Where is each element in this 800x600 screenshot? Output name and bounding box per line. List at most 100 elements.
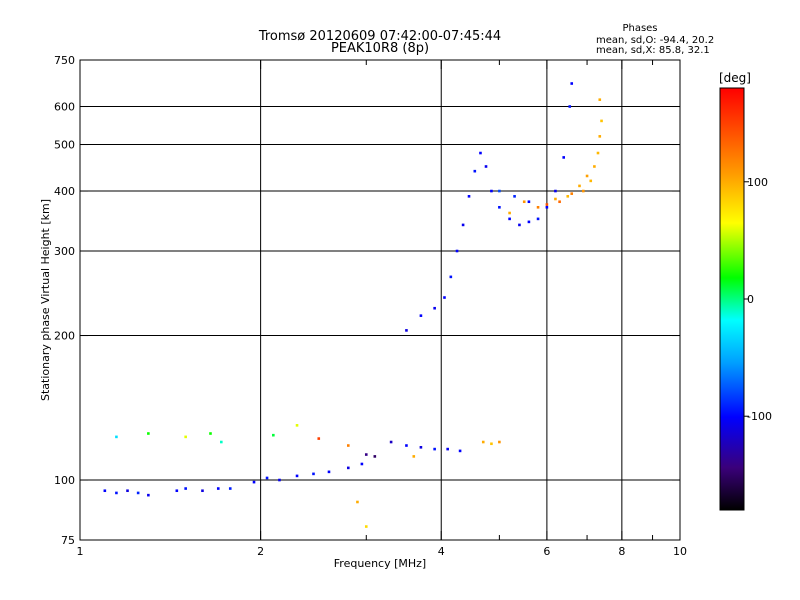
- data-point: [593, 165, 596, 168]
- data-point: [184, 435, 187, 439]
- x-tick-label: 10: [673, 545, 687, 558]
- stats-x: mean, sd,X: 85.8, 32.1: [596, 45, 710, 56]
- x-tick-label: 4: [438, 545, 445, 558]
- data-point: [473, 169, 477, 173]
- data-point: [596, 151, 600, 155]
- data-point: [467, 195, 471, 198]
- y-tick-label: 100: [54, 474, 75, 487]
- data-point: [479, 151, 482, 155]
- data-point: [481, 440, 485, 444]
- data-point: [527, 200, 531, 204]
- data-point: [484, 165, 488, 168]
- data-point: [522, 200, 526, 204]
- y-tick-label: 750: [54, 54, 75, 67]
- data-point: [126, 489, 129, 493]
- data-point: [558, 200, 561, 204]
- data-point: [446, 447, 449, 451]
- data-point: [373, 455, 377, 458]
- y-axis-label: Stationary phase Virtual Height [km]: [39, 199, 52, 401]
- colorbar: [719, 87, 745, 511]
- data-point: [568, 105, 572, 108]
- data-point: [582, 189, 585, 193]
- data-point: [498, 189, 501, 193]
- data-point: [115, 435, 118, 439]
- data-point: [490, 189, 493, 193]
- x-tick-label: 6: [543, 545, 550, 558]
- data-point: [265, 476, 269, 480]
- data-point: [554, 189, 557, 193]
- colorbar-tick-label: 100: [747, 176, 768, 189]
- data-point: [419, 446, 423, 449]
- data-point: [578, 184, 581, 188]
- x-axis-label: Frequency [MHz]: [334, 557, 426, 570]
- y-tick-label: 75: [61, 534, 75, 547]
- data-point: [554, 197, 557, 201]
- colorbar-tick-label: -100: [747, 410, 772, 423]
- data-point: [272, 433, 275, 437]
- data-point: [518, 223, 521, 227]
- data-point: [536, 217, 540, 221]
- data-point: [228, 487, 232, 490]
- y-tick-label: 300: [54, 245, 75, 258]
- data-point: [295, 474, 299, 478]
- data-point: [455, 249, 459, 253]
- y-tick-label: 200: [54, 330, 75, 343]
- data-point: [201, 489, 204, 493]
- data-point: [433, 306, 436, 310]
- stats-o: mean, sd,O: -94.4, 20.2: [596, 35, 714, 46]
- data-point: [103, 489, 107, 493]
- data-point: [598, 135, 602, 138]
- data-point: [490, 442, 493, 446]
- grid: [80, 60, 680, 540]
- data-point: [527, 220, 531, 224]
- data-point: [536, 205, 540, 209]
- data-point: [412, 455, 416, 458]
- data-point: [458, 449, 462, 453]
- data-point: [175, 489, 179, 493]
- data-point: [209, 432, 212, 435]
- x-tick-label: 1: [77, 545, 84, 558]
- plot-frame: [79, 59, 681, 541]
- data-point: [346, 444, 350, 447]
- data-point: [562, 156, 566, 159]
- data-point: [278, 478, 281, 482]
- data-point: [508, 211, 511, 215]
- data-point: [295, 424, 299, 427]
- data-point: [449, 275, 453, 279]
- data-point: [252, 480, 256, 484]
- data-point: [147, 432, 150, 435]
- stats-heading: Phases: [622, 23, 657, 34]
- data-point: [566, 195, 570, 198]
- data-point: [364, 453, 368, 456]
- data-point: [136, 491, 140, 495]
- data-point: [498, 440, 501, 444]
- data-point: [513, 195, 516, 198]
- colorbar-tick-label: 0: [747, 293, 754, 306]
- data-point: [570, 192, 574, 195]
- axis-ticks: 1 2 4 6 8 10 75 100 200 300 400 500 600 750: [54, 54, 687, 558]
- data-point: [443, 296, 446, 299]
- data-point: [585, 174, 589, 178]
- data-point: [317, 437, 321, 440]
- data-point: [419, 314, 423, 317]
- data-point: [312, 472, 315, 476]
- chart-title: Tromsø 20120609 07:42:00-07:45:44: [258, 29, 501, 44]
- y-tick-label: 400: [54, 185, 75, 198]
- data-points: [103, 82, 603, 528]
- data-point: [461, 223, 465, 227]
- data-point: [356, 500, 359, 504]
- y-tick-label: 500: [54, 139, 75, 152]
- colorbar-label: [deg]: [719, 71, 751, 85]
- data-point: [405, 444, 408, 447]
- y-tick-label: 600: [54, 101, 75, 114]
- x-tick-label: 2: [257, 545, 264, 558]
- data-point: [545, 203, 549, 206]
- data-point: [598, 98, 602, 101]
- data-point: [545, 205, 549, 209]
- data-point: [389, 440, 393, 444]
- chart-subtitle: PEAK10R8 (8p): [331, 41, 429, 56]
- data-point: [184, 487, 187, 490]
- colorbar-ticks: 100 0 -100: [744, 176, 772, 423]
- data-point: [360, 462, 364, 466]
